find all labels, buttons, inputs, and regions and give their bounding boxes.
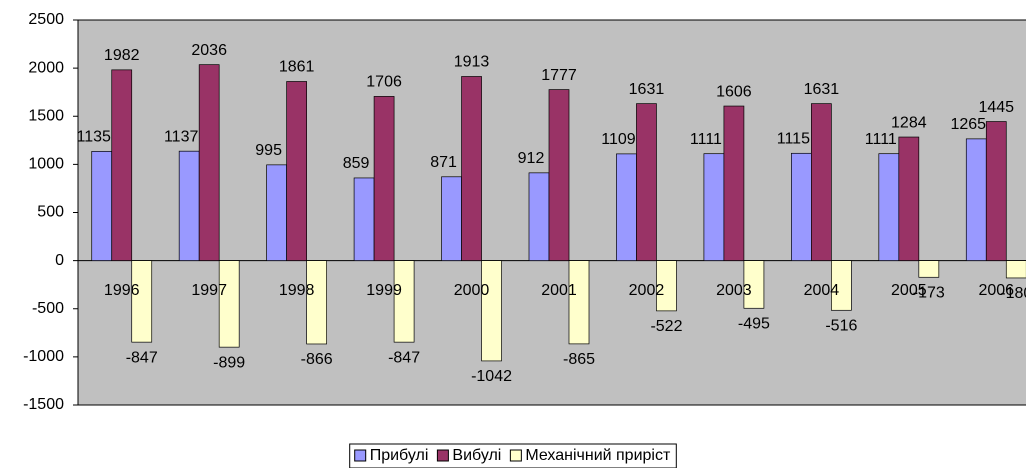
bar (723, 105, 745, 261)
bar (568, 260, 590, 345)
bar (656, 260, 677, 312)
bar (91, 151, 113, 261)
bar (918, 260, 940, 278)
y-tick-label: 2500 (28, 11, 64, 28)
x-tick-label: 1998 (279, 282, 315, 299)
y-tick-label: 1000 (28, 156, 64, 173)
value-label: 912 (518, 150, 545, 167)
value-label: 859 (343, 155, 370, 172)
value-label: -516 (825, 318, 857, 335)
value-label: 1861 (279, 59, 315, 76)
bar (898, 136, 920, 261)
bar (131, 260, 153, 343)
value-label: 1631 (629, 81, 665, 98)
bar (636, 103, 657, 261)
bar (791, 152, 812, 261)
bar (198, 64, 220, 261)
bar (878, 153, 900, 261)
bar (266, 164, 287, 261)
value-label: 1284 (891, 114, 927, 131)
value-label: 1913 (454, 54, 490, 71)
value-label: 1111 (690, 131, 722, 148)
value-label: 1445 (978, 99, 1014, 116)
bar (703, 153, 725, 261)
value-label: -847 (388, 349, 420, 366)
bar (616, 153, 637, 261)
x-tick-label: 2000 (454, 282, 490, 299)
x-tick-label: 2001 (541, 282, 577, 299)
bar (811, 103, 832, 261)
x-tick-label: 1997 (191, 282, 227, 299)
legend-label: Механічний приріст (525, 447, 671, 464)
legend-swatch (354, 449, 367, 462)
value-label: 1631 (804, 81, 840, 98)
x-tick-label: 1996 (104, 282, 140, 299)
value-label: -180 (1000, 285, 1026, 302)
value-label: -866 (301, 351, 333, 368)
value-label: -173 (913, 284, 945, 301)
bar (831, 260, 852, 311)
y-tick-label: 500 (37, 204, 64, 221)
legend-label: Прибулі (370, 447, 429, 464)
bar (461, 76, 482, 261)
x-tick-label: 2003 (716, 282, 752, 299)
value-label: -495 (738, 315, 770, 332)
legend-swatch (436, 449, 449, 462)
bar (965, 138, 987, 261)
x-tick-label: 2005 (891, 282, 927, 299)
value-label: 1135 (77, 129, 112, 146)
value-label: 871 (430, 154, 457, 171)
x-tick-label: 2006 (978, 282, 1014, 299)
value-label: 1115 (777, 131, 810, 148)
value-label: 1137 (164, 128, 199, 145)
x-tick-label: 2002 (629, 282, 665, 299)
x-tick-label: 2004 (804, 282, 840, 299)
value-label: 1777 (541, 67, 577, 84)
bar (178, 150, 200, 261)
bar (1005, 260, 1026, 279)
bar (393, 260, 415, 343)
bar (218, 260, 240, 348)
y-tick-label: -1500 (23, 396, 64, 413)
value-label: 1982 (104, 47, 140, 64)
legend (349, 443, 677, 468)
value-label: -865 (563, 351, 595, 368)
y-tick-label: 1500 (28, 107, 64, 124)
value-label: -522 (650, 318, 682, 335)
bar (373, 96, 395, 261)
bar (548, 89, 570, 261)
x-tick-label: 1999 (366, 282, 402, 299)
value-label: 1111 (865, 131, 897, 148)
bar (306, 260, 327, 345)
bar (528, 172, 550, 261)
bar (441, 176, 462, 261)
y-tick-label: 0 (55, 252, 64, 269)
value-label: -847 (126, 349, 158, 366)
bar (353, 177, 375, 261)
value-label: 1606 (716, 83, 752, 100)
bar (481, 260, 502, 362)
value-label: -1042 (471, 368, 512, 385)
bar (286, 81, 307, 261)
y-tick-label: -500 (32, 300, 64, 317)
value-label: 1706 (366, 74, 402, 91)
bar (985, 121, 1007, 261)
value-label: -899 (213, 354, 245, 371)
bar (111, 69, 133, 261)
bar (743, 260, 765, 309)
value-label: 2036 (191, 42, 227, 59)
value-label: 1109 (601, 131, 636, 148)
value-label: 995 (255, 142, 282, 159)
y-tick-label: -1000 (23, 348, 64, 365)
legend-swatch (509, 449, 522, 462)
value-label: 1265 (950, 116, 986, 133)
legend-label: Вибулі (452, 447, 501, 464)
y-tick-label: 2000 (28, 59, 64, 76)
